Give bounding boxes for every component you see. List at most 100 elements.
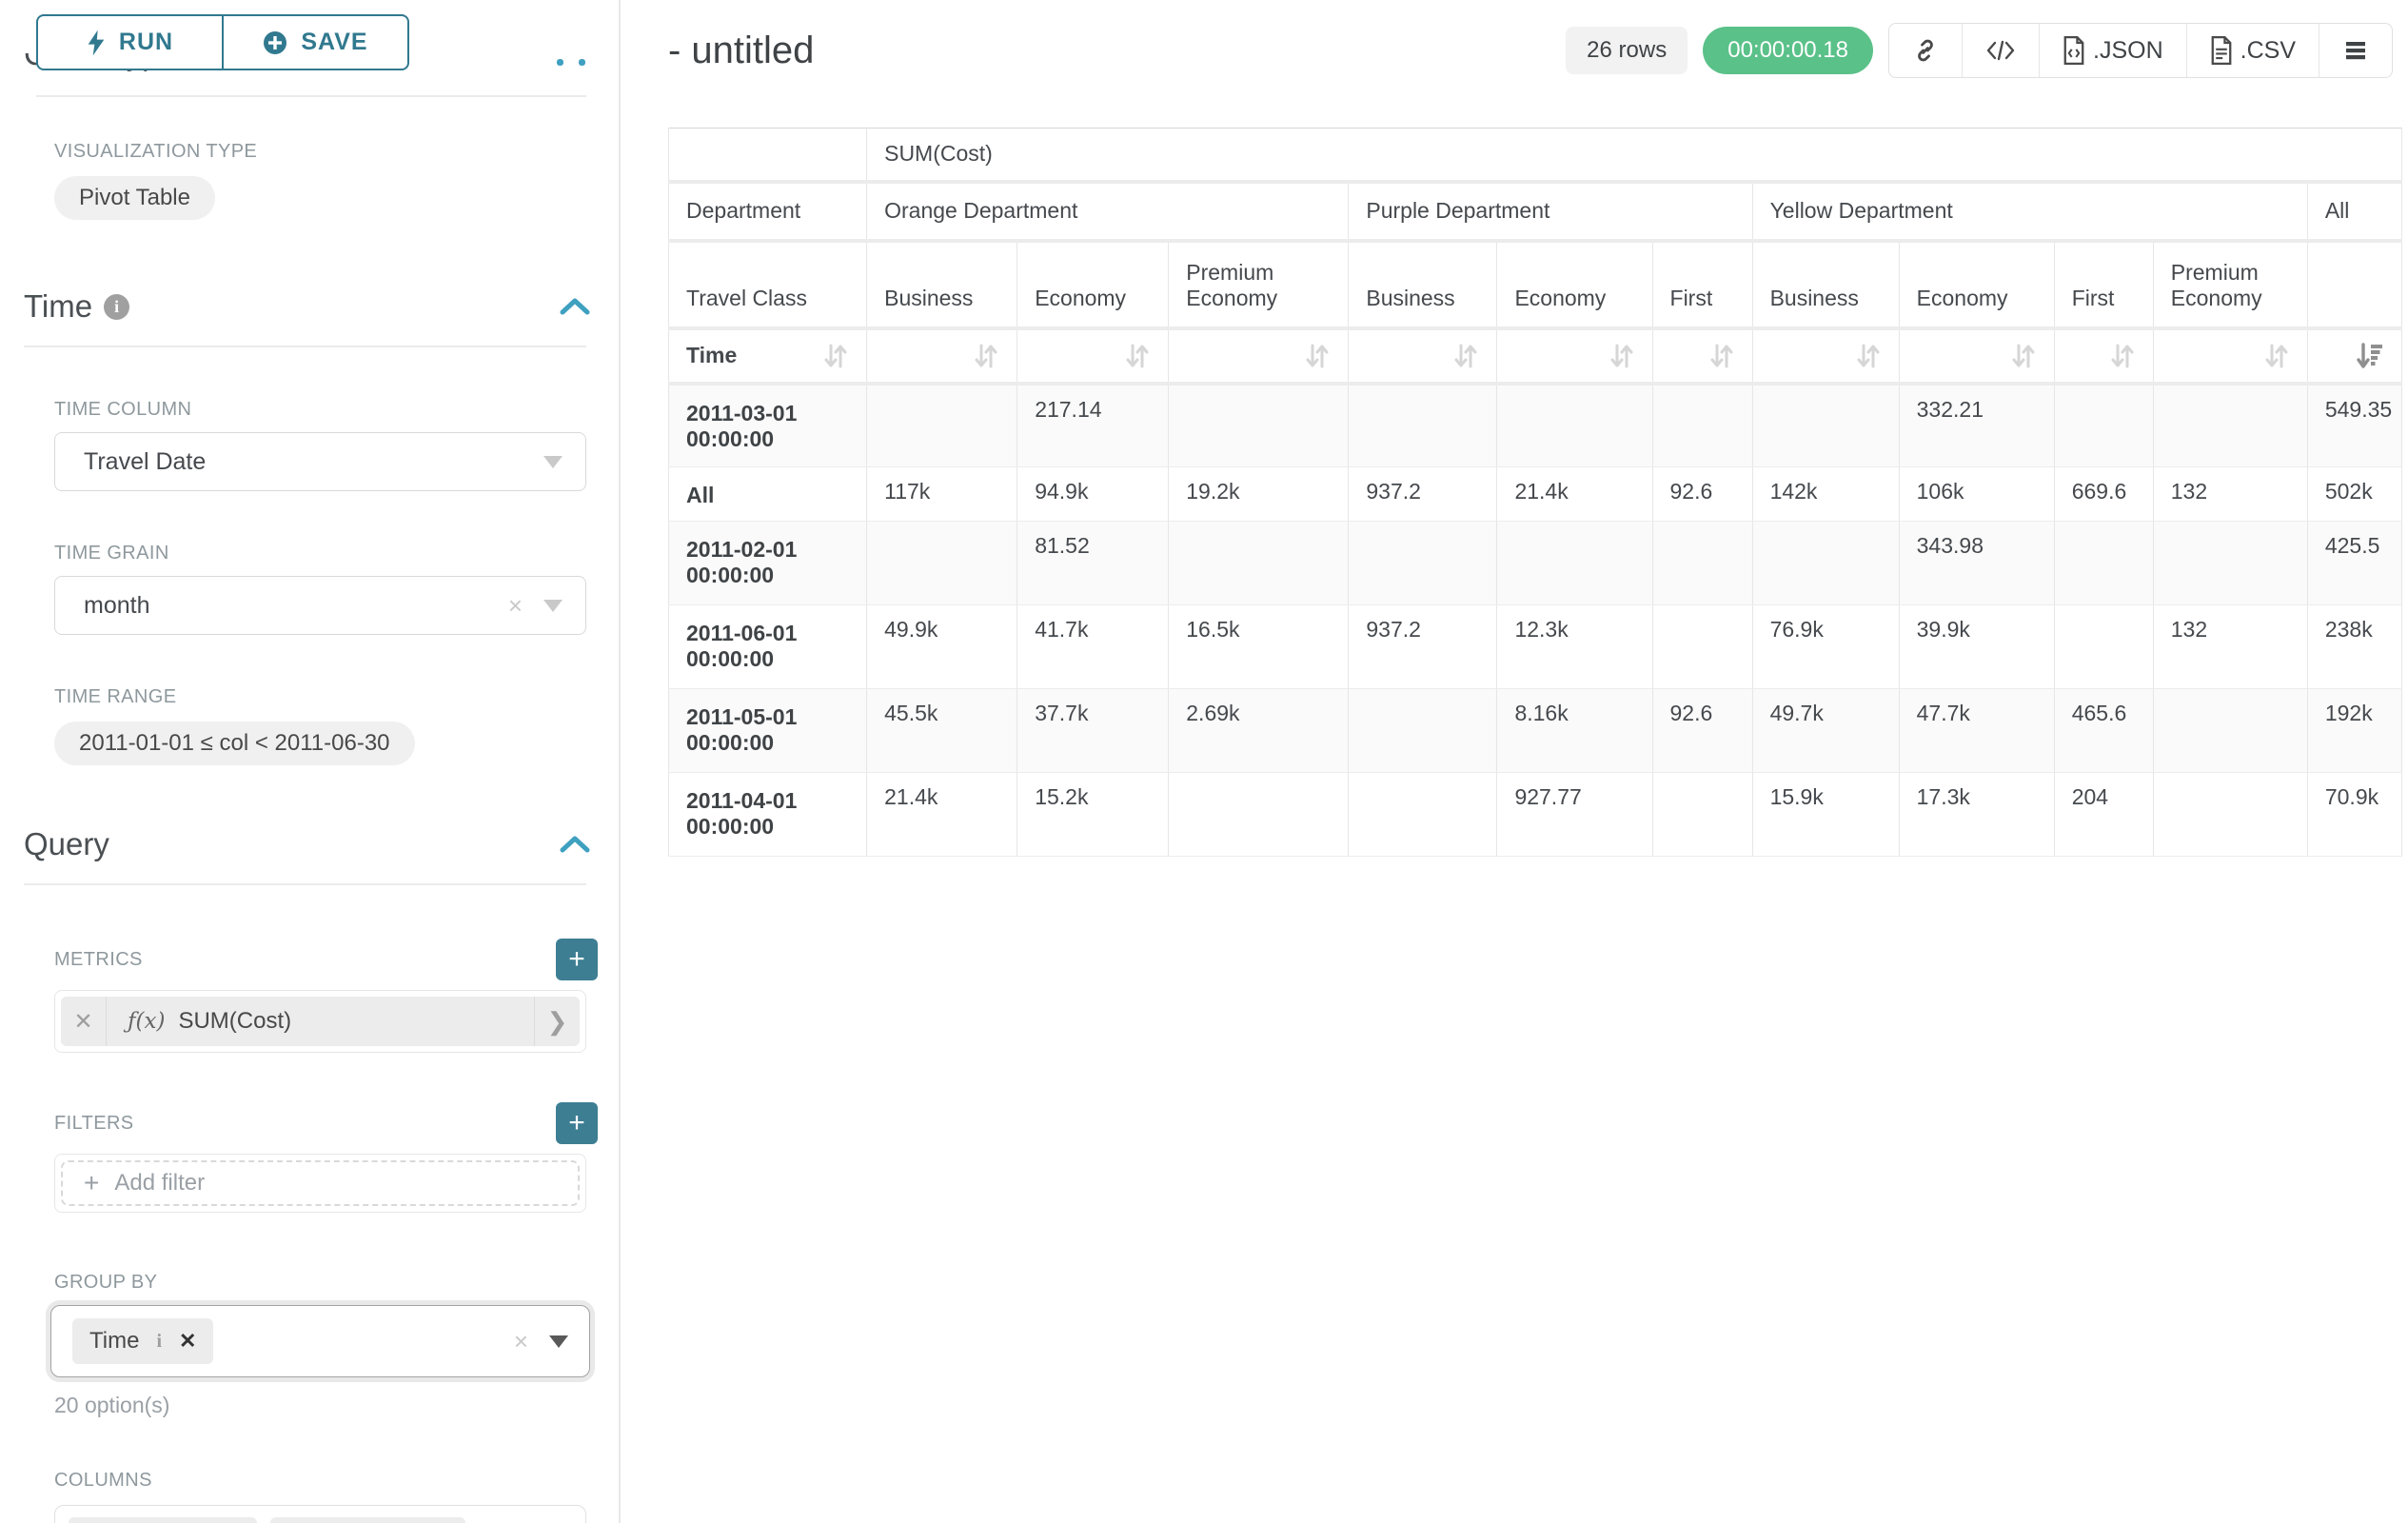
pivot-cell: 937.2	[1348, 604, 1498, 689]
add-filter-button[interactable]: +	[556, 1102, 598, 1144]
pivot-column-class-header: Business	[1751, 240, 1900, 330]
group-by-select[interactable]: Time i ✕ ×	[50, 1305, 590, 1377]
clear-icon[interactable]: ×	[513, 1326, 528, 1355]
query-duration-badge: 00:00:00.18	[1703, 27, 1874, 74]
pivot-cell: 8.16k	[1496, 688, 1653, 773]
time-grain-select[interactable]: month ×	[54, 576, 586, 635]
sort-icon[interactable]	[1708, 342, 1735, 370]
visualization-type-chip[interactable]: Pivot Table	[54, 176, 215, 220]
chevron-up-icon[interactable]	[560, 297, 590, 316]
info-icon: i	[156, 1330, 163, 1352]
pivot-cell: 94.9k	[1016, 466, 1170, 522]
remove-metric-icon[interactable]: ✕	[61, 997, 107, 1046]
pivot-cell	[1751, 521, 1900, 605]
metrics-label: METRICS	[54, 948, 143, 970]
table-row: All 117k 94.9k 19.2k 937.2 21.4k 92.6 142k 106k 6…	[667, 466, 2403, 522]
save-button[interactable]: SAVE	[223, 14, 409, 70]
sort-icon[interactable]	[1609, 342, 1635, 370]
pivot-cell: 21.4k	[1496, 466, 1653, 522]
remove-chip-icon[interactable]: ✕	[179, 1329, 197, 1353]
sort-icon[interactable]	[1855, 342, 1882, 370]
save-button-label: SAVE	[301, 29, 368, 55]
pivot-column-class-header: Business	[866, 240, 1018, 330]
sort-icon[interactable]	[1124, 342, 1151, 370]
columns-select[interactable]: Department✕Travel Class✕ ×	[54, 1505, 586, 1523]
pivot-metric-header: SUM(Cost)	[866, 128, 2402, 184]
caret-down-icon	[549, 1335, 568, 1348]
pivot-column-class-header: Premium Economy	[2152, 240, 2308, 330]
run-button[interactable]: RUN	[36, 14, 223, 70]
add-filter-dropzone[interactable]: + Add filter	[61, 1160, 580, 1206]
sort-icon[interactable]	[2109, 342, 2136, 370]
columns-chip[interactable]: Department✕	[69, 1517, 257, 1523]
pivot-cell: 76.9k	[1751, 604, 1900, 689]
sort-icon[interactable]	[1452, 342, 1479, 370]
columns-label: COLUMNS	[54, 1470, 152, 1491]
sort-icon[interactable]	[1304, 342, 1331, 370]
sort-icon[interactable]	[2010, 342, 2037, 370]
pivot-cell: 45.5k	[866, 688, 1018, 773]
pivot-cell: 15.9k	[1751, 772, 1900, 857]
pivot-column-group-header: Purple Department	[1348, 181, 1753, 243]
time-range-chip[interactable]: 2011-01-01 ≤ col < 2011-06-30	[54, 722, 415, 765]
pivot-cell	[2053, 604, 2154, 689]
pivot-column-group-header: Orange Department	[866, 181, 1350, 243]
chevron-up-icon[interactable]	[560, 835, 590, 854]
metric-item[interactable]: ✕ ƒ(x) SUM(Cost) ❯	[61, 997, 580, 1046]
sort-icon[interactable]	[822, 342, 849, 370]
pivot-cell: 502k	[2306, 466, 2403, 522]
table-row: 2011-02-01 00:00:00 81.52 343.98 425.5	[667, 521, 2403, 605]
caret-down-icon	[543, 455, 563, 468]
pivot-cell	[1348, 772, 1498, 857]
chevron-up-icon[interactable]	[557, 59, 585, 66]
pivot-cell: 47.7k	[1898, 688, 2055, 773]
group-by-chip[interactable]: Time i ✕	[72, 1318, 214, 1364]
pivot-time-header: Time	[686, 343, 738, 367]
time-column-value: Travel Date	[84, 447, 207, 475]
clear-icon[interactable]: ×	[507, 590, 523, 620]
sort-icon[interactable]	[2263, 342, 2290, 370]
columns-chip[interactable]: Travel Class✕	[269, 1517, 465, 1523]
add-metric-button[interactable]: +	[556, 939, 598, 980]
pivot-column-class-header: Business	[1348, 240, 1498, 330]
query-section-title: Query	[24, 826, 109, 861]
pivot-cell: 192k	[2306, 688, 2403, 773]
pivot-cell: 19.2k	[1168, 466, 1350, 522]
export-json-button[interactable]: .JSON	[2039, 24, 2186, 77]
caret-down-icon	[543, 599, 563, 612]
pivot-cell: 92.6	[1651, 466, 1753, 522]
file-text-icon	[2211, 36, 2232, 65]
pivot-cell: 21.4k	[866, 772, 1018, 857]
time-range-label: TIME RANGE	[54, 686, 177, 707]
copy-link-button[interactable]	[1889, 24, 1962, 77]
more-menu-button[interactable]	[2319, 24, 2392, 77]
pivot-cell	[1496, 383, 1653, 467]
pivot-row-label: 2011-06-01 00:00:00	[667, 604, 868, 689]
sort-desc-icon[interactable]	[2356, 342, 2384, 370]
time-column-label: TIME COLUMN	[54, 399, 192, 420]
sort-icon[interactable]	[973, 342, 999, 370]
pivot-corner-cell	[667, 128, 868, 184]
chevron-right-icon[interactable]: ❯	[534, 997, 580, 1046]
export-csv-button[interactable]: .CSV	[2185, 24, 2319, 77]
pivot-cell	[866, 521, 1018, 605]
hamburger-menu-icon	[2346, 42, 2365, 60]
embed-code-button[interactable]	[1962, 24, 2039, 77]
pivot-cell: 332.21	[1898, 383, 2055, 467]
run-button-label: RUN	[118, 29, 174, 55]
chart-panel: - untitled 26 rows 00:00:00.18	[621, 0, 2408, 1523]
pivot-cell: 132	[2152, 466, 2308, 522]
pivot-cell: 37.7k	[1016, 688, 1170, 773]
table-row: 2011-06-01 00:00:00 49.9k 41.7k 16.5k 937.2 1…	[667, 604, 2403, 689]
time-column-select[interactable]: Travel Date	[54, 432, 586, 491]
plus-icon: +	[84, 1168, 100, 1197]
code-icon	[1986, 40, 2015, 61]
run-save-button-group: RUN SAVE	[36, 14, 409, 70]
pivot-cell	[1651, 772, 1753, 857]
pivot-cell: 41.7k	[1016, 604, 1170, 689]
pivot-column-class-header: Economy	[1016, 240, 1170, 330]
pivot-cell: 343.98	[1898, 521, 2055, 605]
pivot-cell	[2152, 688, 2308, 773]
control-panel-sidebar: Chart Type RUN SAVE VISUALIZATION TYPE P…	[0, 0, 621, 1523]
pivot-cell: 669.6	[2053, 466, 2154, 522]
